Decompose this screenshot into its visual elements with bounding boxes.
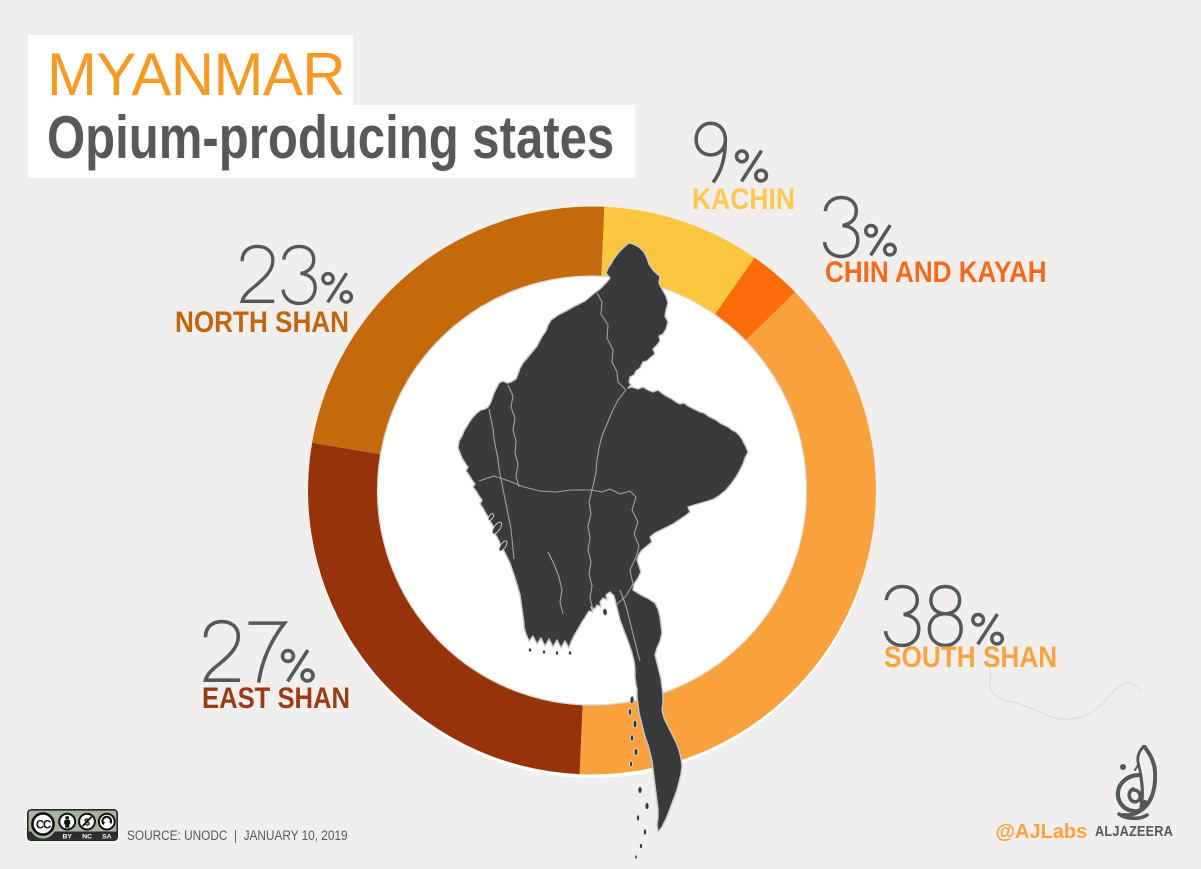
svg-text:BY: BY — [62, 833, 72, 840]
svg-text:SA: SA — [102, 833, 112, 840]
svg-text:CC: CC — [36, 819, 51, 831]
svg-text:NC: NC — [82, 833, 92, 840]
